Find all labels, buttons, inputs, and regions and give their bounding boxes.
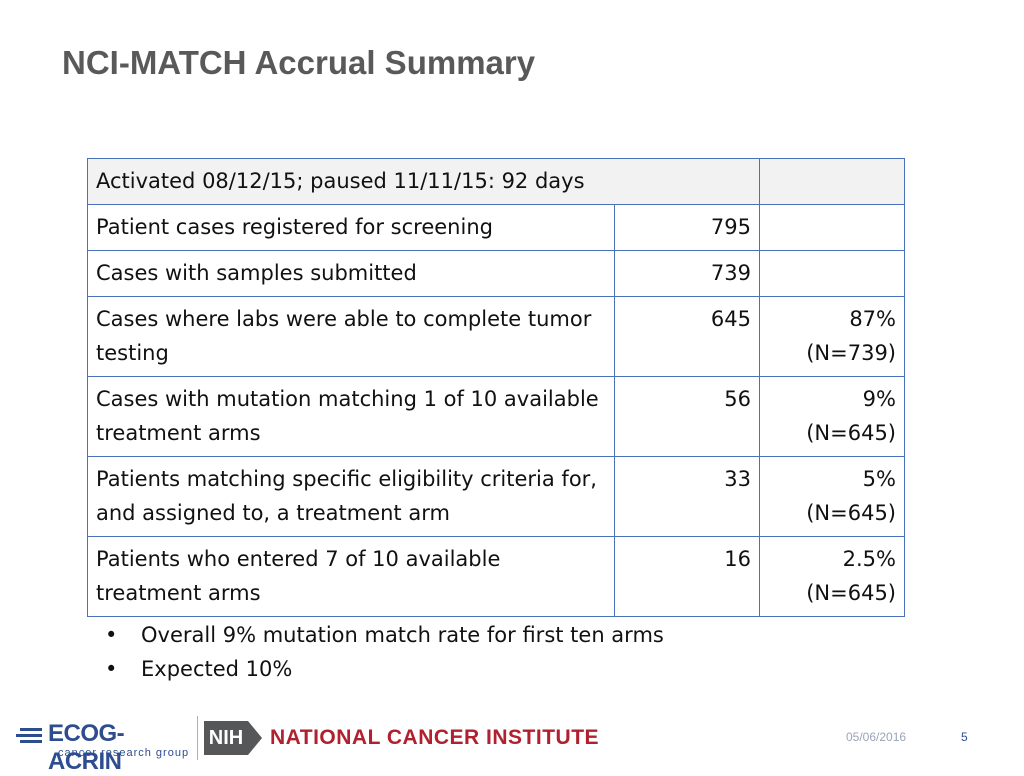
percent-base: (N=645) xyxy=(806,581,896,605)
page-title: NCI-MATCH Accrual Summary xyxy=(62,44,536,81)
footer-divider xyxy=(197,716,198,760)
table-row: Patients who entered 7 of 10 available t… xyxy=(87,536,905,617)
row-percent xyxy=(759,204,905,251)
list-item: • Overall 9% mutation match rate for firs… xyxy=(105,618,664,652)
percent-value: 5% xyxy=(862,467,896,491)
ecog-acrin-name: ECOG-ACRIN xyxy=(48,720,125,775)
row-percent: 2.5% (N=645) xyxy=(759,536,905,617)
row-label: Cases where labs were able to complete t… xyxy=(87,296,615,377)
nih-arrow-icon xyxy=(248,721,262,755)
row-percent xyxy=(759,158,905,205)
row-value: 795 xyxy=(614,204,760,251)
row-percent: 87% (N=739) xyxy=(759,296,905,377)
table-row: Cases where labs were able to complete t… xyxy=(87,296,905,377)
accrual-table: Activated 08/12/15; paused 11/11/15: 92 … xyxy=(87,158,905,617)
row-percent: 9% (N=645) xyxy=(759,376,905,457)
percent-value: 9% xyxy=(862,387,896,411)
table-row: Cases with samples submitted 739 xyxy=(87,250,905,297)
bullet-list: • Overall 9% mutation match rate for firs… xyxy=(105,618,664,686)
bullet-icon: • xyxy=(105,657,118,681)
row-percent xyxy=(759,250,905,297)
table-row: Patient cases registered for screening 7… xyxy=(87,204,905,251)
bullet-icon: • xyxy=(105,623,118,647)
row-percent: 5% (N=645) xyxy=(759,456,905,537)
row-value: 645 xyxy=(614,296,760,377)
row-label: Patient cases registered for screening xyxy=(87,204,615,251)
table-row: Patients matching specific eligibility c… xyxy=(87,456,905,537)
row-label: Cases with samples submitted xyxy=(87,250,615,297)
nih-logo: NIH xyxy=(204,721,248,755)
row-value: 33 xyxy=(614,456,760,537)
table-row: Cases with mutation matching 1 of 10 ava… xyxy=(87,376,905,457)
percent-base: (N=645) xyxy=(806,421,896,445)
table-row: Activated 08/12/15; paused 11/11/15: 92 … xyxy=(87,158,905,205)
row-label: Patients who entered 7 of 10 available t… xyxy=(87,536,615,617)
page-number: 5 xyxy=(961,730,968,744)
row-value: 56 xyxy=(614,376,760,457)
percent-value: 2.5% xyxy=(842,547,896,571)
row-label: Cases with mutation matching 1 of 10 ava… xyxy=(87,376,615,457)
row-value: 739 xyxy=(614,250,760,297)
percent-base: (N=645) xyxy=(806,501,896,525)
bullet-text: Overall 9% mutation match rate for first… xyxy=(141,623,664,647)
bullet-text: Expected 10% xyxy=(141,657,293,681)
ecog-acrin-subtitle: cancer research group xyxy=(58,747,190,759)
percent-value: 87% xyxy=(849,307,896,331)
percent-base: (N=739) xyxy=(806,341,896,365)
slide-date: 05/06/2016 xyxy=(846,730,907,744)
ecog-bars-icon xyxy=(16,726,46,746)
list-item: • Expected 10% xyxy=(105,652,664,686)
row-label: Patients matching specific eligibility c… xyxy=(87,456,615,537)
row-label: Activated 08/12/15; paused 11/11/15: 92 … xyxy=(87,158,760,205)
nci-name: NATIONAL CANCER INSTITUTE xyxy=(270,726,600,749)
row-value: 16 xyxy=(614,536,760,617)
ecog-acrin-logo: ECOG-ACRIN cancer research group xyxy=(16,720,192,775)
